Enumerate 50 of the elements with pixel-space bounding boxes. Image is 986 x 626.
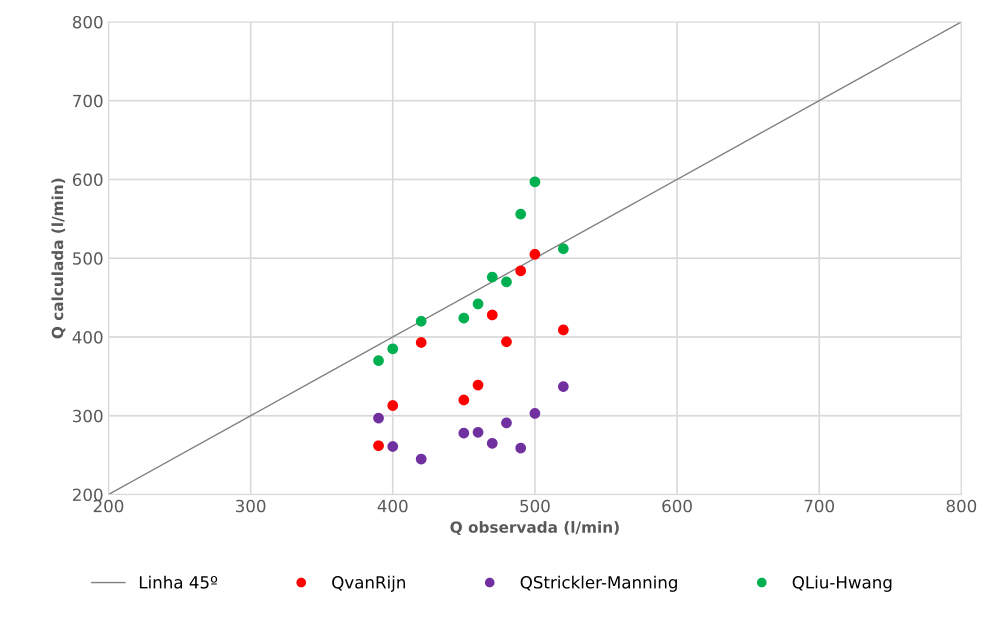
point [558, 324, 569, 336]
point [501, 418, 512, 428]
point [416, 337, 427, 348]
point [515, 208, 526, 220]
y-tick-label: 600 [72, 173, 102, 186]
point [486, 310, 498, 320]
x-tick-label: 300 [236, 500, 266, 512]
y-tick-label: 700 [73, 94, 102, 108]
point [472, 426, 484, 438]
point [558, 381, 569, 392]
point [458, 312, 470, 324]
y-tick-label: 800 [72, 16, 102, 28]
point [387, 441, 398, 452]
y-tick-label: 200 [73, 488, 102, 502]
point [472, 298, 484, 310]
point [530, 248, 540, 260]
point [373, 440, 384, 452]
x-tick-label: 800 [946, 500, 976, 512]
point [387, 343, 398, 354]
point [416, 454, 427, 464]
point [530, 408, 540, 419]
legend-label: QStrickler-Manning [520, 576, 677, 592]
x-tick-label: 600 [662, 500, 692, 512]
y-axis-title: Q calculada (l/min) [51, 178, 66, 338]
y-tick-label: 300 [73, 410, 102, 422]
x-tick-label: 200 [94, 500, 124, 512]
point [416, 316, 427, 327]
point [373, 412, 384, 424]
point [373, 355, 384, 366]
point [458, 394, 470, 406]
point [515, 265, 526, 276]
legend-label: QvanRijn [332, 576, 405, 592]
x-axis-title: Q observada (l/min) [450, 521, 619, 535]
point [501, 276, 512, 288]
point [501, 336, 512, 348]
point [515, 442, 526, 454]
y-tick-label: 400 [72, 330, 102, 344]
point [486, 438, 498, 449]
x-tick-label: 400 [378, 500, 408, 512]
y-tick-label: 500 [73, 252, 102, 265]
point [558, 243, 569, 254]
point [530, 176, 540, 188]
point [458, 428, 470, 438]
x-tick-label: 500 [520, 500, 550, 512]
legend-label: QLiu-Hwang [792, 576, 892, 592]
point [486, 272, 498, 282]
x-tick-label: 700 [804, 500, 834, 512]
point [387, 400, 398, 411]
point [472, 380, 484, 390]
legend-label: Linha 45º [140, 576, 218, 589]
